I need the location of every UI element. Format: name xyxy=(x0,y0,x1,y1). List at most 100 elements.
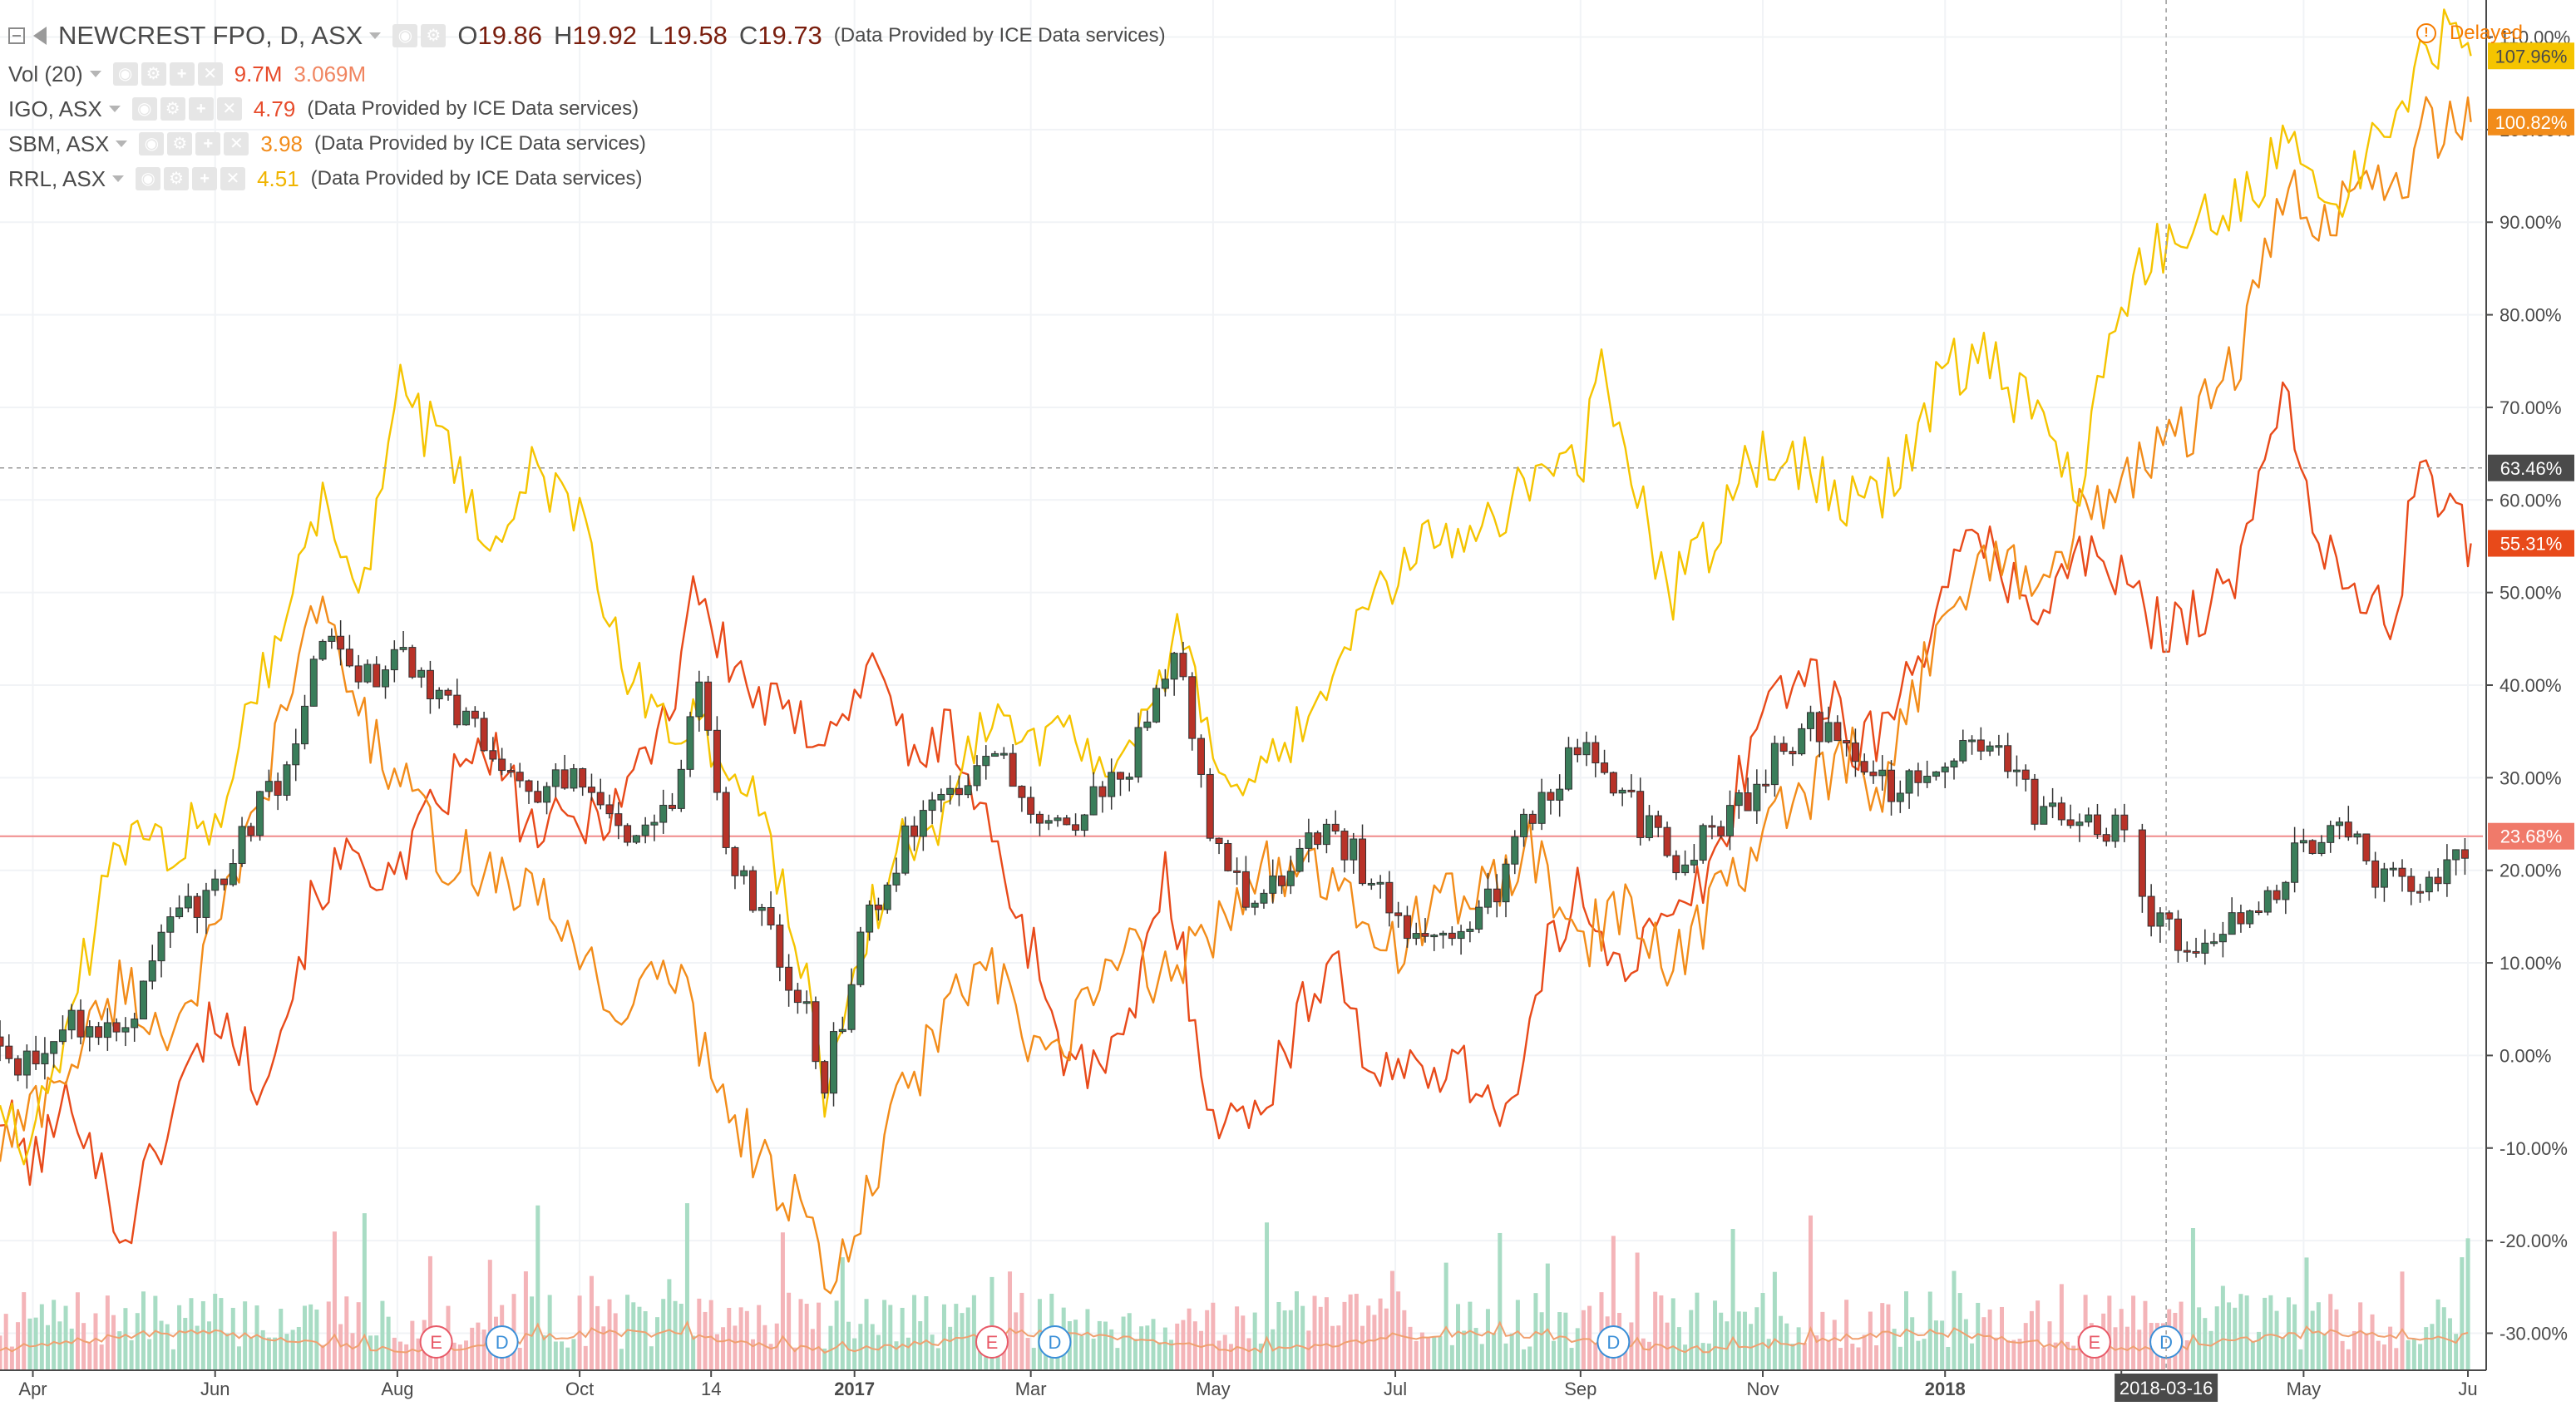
candle xyxy=(677,759,685,812)
candle-body xyxy=(1843,740,1851,744)
main-symbol-row[interactable]: NEWCREST FPO, D, ASX ◉ ⚙ O19.86 H19.92 L… xyxy=(8,15,1166,57)
volume-bar xyxy=(1587,1305,1592,1370)
plus-icon[interactable]: + xyxy=(192,167,218,190)
volume-bar xyxy=(1503,1343,1508,1370)
overlay-symbol[interactable]: IGO, ASX xyxy=(8,96,102,121)
volume-label[interactable]: Vol (20) xyxy=(8,61,83,86)
rrl-last-value-badge: 107.96% xyxy=(2488,42,2574,70)
volume-legend-row[interactable]: Vol (20) ◉ ⚙ + ✕ 9.7M 3.069M xyxy=(8,57,1166,91)
candle-body xyxy=(58,1029,67,1043)
dividend-marker[interactable]: D xyxy=(1596,1325,1631,1359)
volume-bar xyxy=(2376,1340,2381,1370)
volume-bar xyxy=(547,1295,552,1370)
dividend-marker[interactable]: D xyxy=(485,1325,519,1359)
plus-icon[interactable]: + xyxy=(169,62,195,86)
volume-bar xyxy=(828,1325,833,1370)
volume-bar xyxy=(1569,1348,1574,1370)
gear-icon[interactable]: ⚙ xyxy=(167,132,193,155)
plus-icon[interactable]: + xyxy=(195,132,221,155)
earnings-marker[interactable]: E xyxy=(2077,1325,2111,1359)
plus-icon[interactable]: + xyxy=(188,97,214,121)
volume-bar xyxy=(1372,1315,1377,1370)
volume-buttons: ◉ ⚙ + ✕ xyxy=(112,62,223,86)
candle-body xyxy=(1421,933,1429,937)
eye-icon[interactable]: ◉ xyxy=(139,132,165,155)
main-symbol-name[interactable]: NEWCREST FPO, D, ASX xyxy=(58,21,363,50)
eye-icon[interactable]: ◉ xyxy=(131,97,157,121)
overlay-row-igo[interactable]: IGO, ASX ◉ ⚙ + ✕ 4.79 (Data Provided by … xyxy=(8,91,1166,126)
gear-icon[interactable]: ⚙ xyxy=(141,62,166,86)
eye-icon[interactable]: ◉ xyxy=(136,167,161,190)
volume-bar xyxy=(744,1310,749,1370)
close-icon[interactable]: ✕ xyxy=(197,62,223,86)
candle xyxy=(328,628,336,649)
overlay-row-sbm[interactable]: SBM, ASX ◉ ⚙ + ✕ 3.98 (Data Provided by … xyxy=(8,126,1166,161)
overlay-symbol[interactable]: SBM, ASX xyxy=(8,131,110,156)
candle-body xyxy=(2165,912,2174,920)
candle xyxy=(1448,925,1456,946)
gear-icon[interactable]: ⚙ xyxy=(164,167,190,190)
flag-icon[interactable] xyxy=(33,27,47,45)
candle xyxy=(2460,837,2469,876)
dividend-marker[interactable]: D xyxy=(1038,1325,1072,1359)
price-axis-label: 0.00% xyxy=(2500,1045,2551,1066)
candle xyxy=(659,789,668,834)
earnings-marker[interactable]: E xyxy=(975,1325,1009,1359)
volume-bar xyxy=(2364,1333,2369,1370)
close-icon[interactable]: ✕ xyxy=(224,132,249,155)
overlay-row-rrl[interactable]: RRL, ASX ◉ ⚙ + ✕ 4.51 (Data Provided by … xyxy=(8,161,1166,196)
candle-body xyxy=(86,1026,94,1038)
volume-bar xyxy=(1981,1317,1986,1370)
candle-body xyxy=(184,895,192,909)
close-icon[interactable]: ✕ xyxy=(216,97,242,121)
gear-icon[interactable]: ⚙ xyxy=(160,97,185,121)
chevron-down-icon[interactable] xyxy=(112,175,125,182)
candle-body xyxy=(157,931,165,962)
collapse-legend-icon[interactable] xyxy=(8,27,25,44)
candle-body xyxy=(722,792,730,848)
earnings-marker[interactable]: E xyxy=(419,1325,453,1359)
volume-bar xyxy=(751,1339,756,1370)
chevron-down-icon[interactable] xyxy=(89,71,101,77)
time-axis[interactable]: AprJunAugOct142017MarMayJulSepNov2018MMa… xyxy=(18,1370,2478,1399)
volume-bar xyxy=(2077,1335,2082,1370)
candle-body xyxy=(489,750,497,760)
candle-body xyxy=(444,689,452,696)
volume-bar xyxy=(2107,1295,2112,1370)
delayed-indicator[interactable]: ! Delayed xyxy=(2416,22,2523,45)
candle-body xyxy=(382,669,390,688)
candle-body xyxy=(758,906,766,911)
volume-bar xyxy=(703,1311,708,1370)
volume-ma-value: 3.069M xyxy=(294,61,367,86)
candle xyxy=(2085,807,2093,827)
gear-icon[interactable]: ⚙ xyxy=(421,24,447,47)
candle-body xyxy=(587,787,595,793)
volume-bar xyxy=(1897,1346,1902,1370)
candle xyxy=(86,1020,94,1052)
candle xyxy=(722,787,730,855)
eye-icon[interactable]: ◉ xyxy=(392,24,418,47)
close-icon[interactable]: ✕ xyxy=(220,167,246,190)
eye-icon[interactable]: ◉ xyxy=(112,62,138,86)
chevron-down-icon[interactable] xyxy=(108,106,121,112)
volume-bar xyxy=(894,1341,899,1370)
volume-bar xyxy=(1025,1338,1030,1370)
candle-body xyxy=(596,792,605,806)
price-axis[interactable]: 110.00%100.00%90.00%80.00%70.00%60.00%50… xyxy=(2486,27,2572,1344)
chevron-down-icon[interactable] xyxy=(116,141,128,147)
candle xyxy=(1672,850,1680,881)
volume-bar xyxy=(105,1295,110,1370)
volume-bar xyxy=(571,1339,576,1370)
volume-bar xyxy=(1079,1335,1084,1370)
volume-bar xyxy=(1312,1295,1317,1370)
volume-bar xyxy=(1557,1312,1562,1370)
candle-body xyxy=(551,769,560,787)
overlay-symbol[interactable]: RRL, ASX xyxy=(8,165,106,191)
chevron-down-icon[interactable] xyxy=(369,32,382,39)
volume-bar xyxy=(1396,1291,1401,1370)
candle-body xyxy=(1367,882,1375,886)
volume-bar xyxy=(303,1305,308,1370)
candle xyxy=(919,800,927,851)
